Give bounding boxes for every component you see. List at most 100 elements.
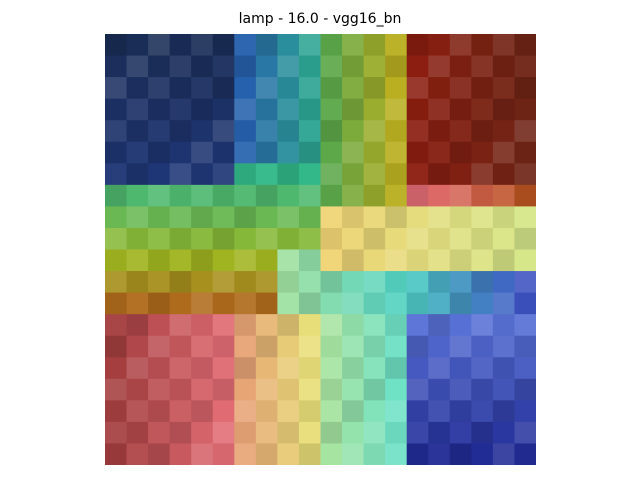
heatmap-cell [492,227,515,250]
heatmap-cell [277,421,300,444]
heatmap-cell [298,271,321,294]
heatmap-cell [385,314,408,337]
heatmap-cell [492,335,515,358]
heatmap-cell [191,98,214,121]
heatmap-cell [298,227,321,250]
heatmap-cell [471,227,494,250]
heatmap-cell [212,335,235,358]
heatmap-cell [428,206,451,229]
heatmap-cell [234,443,257,465]
heatmap-cell [492,77,515,100]
heatmap-cell [363,357,386,380]
heatmap-cell [212,249,235,272]
heatmap-cell [449,227,472,250]
heatmap-cell [471,335,494,358]
heatmap-cell [255,357,278,380]
heatmap-cell [212,98,235,121]
heatmap-cell [514,335,536,358]
heatmap-cell [148,34,171,56]
heatmap-cell [212,271,235,294]
heatmap-cell [428,34,451,56]
heatmap-cell [169,120,192,143]
heatmap-cell [191,357,214,380]
heatmap-cell [255,77,278,100]
heatmap-cell [363,120,386,143]
heatmap-cell [234,292,257,315]
heatmap-cell [277,314,300,337]
heatmap-cell [471,314,494,337]
heatmap-cell [514,292,536,315]
heatmap-cell [169,249,192,272]
heatmap-cell [428,227,451,250]
heatmap-cell [191,55,214,78]
heatmap-cell [234,357,257,380]
heatmap-cell [471,55,494,78]
heatmap-cell [255,120,278,143]
heatmap-cell [385,184,408,207]
heatmap-cell [126,443,149,465]
heatmap-cell [169,227,192,250]
heatmap-cell [255,292,278,315]
heatmap-cell [212,163,235,186]
heatmap-cell [320,249,343,272]
heatmap-cell [342,163,365,186]
heatmap-cell [148,421,171,444]
heatmap-cell [320,378,343,401]
heatmap-cell [428,443,451,465]
heatmap-cell [471,400,494,423]
heatmap-cell [363,335,386,358]
heatmap-cell [428,421,451,444]
heatmap-cell [363,421,386,444]
heatmap-cell [255,249,278,272]
heatmap-cell [255,55,278,78]
heatmap-cell [191,249,214,272]
heatmap-cell [212,77,235,100]
heatmap-cell [126,55,149,78]
heatmap-cell [385,141,408,164]
heatmap-cell [514,34,536,56]
heatmap-cell [320,141,343,164]
heatmap-cell [514,249,536,272]
heatmap-cell [406,55,429,78]
heatmap-cell [148,357,171,380]
heatmap-cell [277,227,300,250]
heatmap-cell [492,98,515,121]
heatmap-cell [212,421,235,444]
heatmap-cell [148,98,171,121]
heatmap-cell [320,421,343,444]
heatmap-cell [212,443,235,465]
heatmap-cell [169,55,192,78]
heatmap-cell [191,400,214,423]
heatmap-cell [428,120,451,143]
heatmap-cell [342,141,365,164]
heatmap-cell [277,120,300,143]
heatmap-cell [406,120,429,143]
heatmap-cell [169,378,192,401]
heatmap-cell [169,77,192,100]
heatmap-cell [191,335,214,358]
heatmap-cell [126,400,149,423]
heatmap-cell [234,55,257,78]
heatmap-cell [320,227,343,250]
heatmap-cell [428,141,451,164]
heatmap-cell [471,98,494,121]
heatmap-cell [255,271,278,294]
heatmap-cell [471,141,494,164]
heatmap-cell [277,249,300,272]
heatmap-cell [169,443,192,465]
heatmap-cell [363,378,386,401]
heatmap-cell [449,443,472,465]
heatmap-cell [169,400,192,423]
heatmap-cell [363,249,386,272]
heatmap-cell [471,378,494,401]
heatmap-cell [492,443,515,465]
heatmap-cell [234,335,257,358]
heatmap-cell [126,163,149,186]
heatmap-cell [126,34,149,56]
heatmap-cell [298,421,321,444]
heatmap-cell [406,271,429,294]
heatmap-cell [277,55,300,78]
heatmap-cell [105,55,127,78]
heatmap-cell [148,314,171,337]
heatmap-cell [255,227,278,250]
